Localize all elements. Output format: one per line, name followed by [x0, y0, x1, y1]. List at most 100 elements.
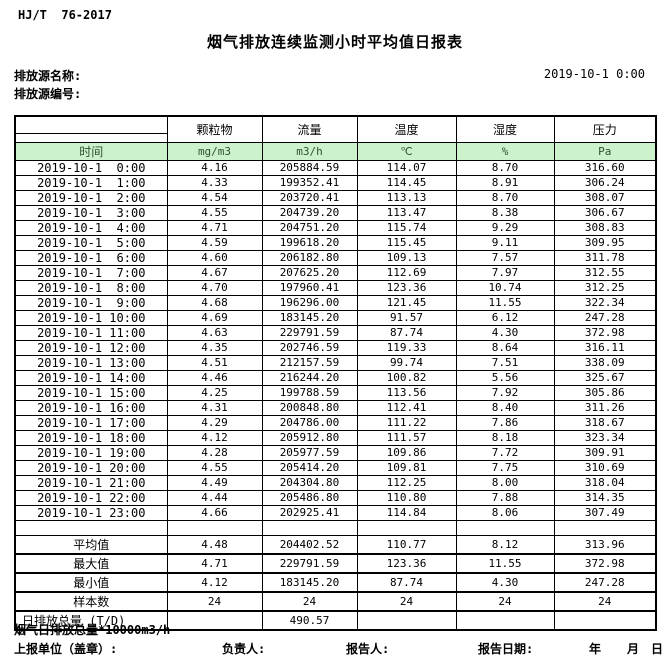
table-row: 2019-10-1 4:00 4.71 204751.20 115.74 9.29 308… — [14, 219, 657, 236]
value-cell: 4.60 — [166, 249, 263, 266]
table-row: 2019-10-1 18:00 4.12 205912.80 111.57 8.18 32… — [14, 429, 657, 446]
standard-code: HJ/T 76-2017 — [18, 8, 112, 22]
value-cell: 4.12 — [166, 429, 263, 446]
value-cell: 205884.59 — [261, 159, 358, 176]
value-cell: 110.77 — [356, 534, 457, 555]
value-cell: 312.25 — [553, 279, 657, 296]
value-cell: 7.92 — [455, 384, 555, 401]
value-cell: 4.12 — [166, 572, 263, 593]
time-header-spacer-bottom — [14, 132, 168, 143]
time-cell: 2019-10-1 12:00 — [14, 339, 168, 356]
value-cell — [166, 519, 263, 536]
value-cell: 11.55 — [455, 294, 555, 311]
value-cell: 7.97 — [455, 264, 555, 281]
value-cell: 229791.59 — [261, 324, 358, 341]
value-cell: 99.74 — [356, 354, 457, 371]
value-cell: 112.25 — [356, 474, 457, 491]
value-cell: 8.06 — [455, 504, 555, 521]
blank-row — [14, 519, 657, 536]
reporter-label: 报告人: — [346, 642, 390, 656]
value-cell: 183145.20 — [261, 309, 358, 326]
table-row: 2019-10-1 16:00 4.31 200848.80 112.41 8.40 31… — [14, 399, 657, 416]
table-row: 2019-10-1 17:00 4.29 204786.00 111.22 7.86 31… — [14, 414, 657, 431]
value-cell: 4.31 — [166, 399, 263, 416]
value-cell: 4.30 — [455, 324, 555, 341]
value-cell: 115.74 — [356, 219, 457, 236]
value-cell: 4.48 — [166, 534, 263, 555]
unit-flow: m3/h — [261, 141, 358, 161]
table-row: 2019-10-1 10:00 4.69 183145.20 91.57 6.12 247… — [14, 309, 657, 326]
value-cell: 91.57 — [356, 309, 457, 326]
value-cell: 4.29 — [166, 414, 263, 431]
value-cell: 4.49 — [166, 474, 263, 491]
value-cell: 9.11 — [455, 234, 555, 251]
value-cell: 4.63 — [166, 324, 263, 341]
value-cell: 11.55 — [455, 553, 555, 574]
value-cell: 4.30 — [455, 572, 555, 593]
value-cell: 8.18 — [455, 429, 555, 446]
value-cell: 204304.80 — [261, 474, 358, 491]
time-cell: 2019-10-1 4:00 — [14, 219, 168, 236]
table-row: 2019-10-1 11:00 4.63 229791.59 87.74 4.30 372… — [14, 324, 657, 341]
value-cell: 4.33 — [166, 174, 263, 191]
unit-humidity: % — [455, 141, 555, 161]
value-cell: 110.80 — [356, 489, 457, 506]
year-label: 年 — [589, 642, 602, 656]
value-cell: 100.82 — [356, 369, 457, 386]
summary-row: 最小值 4.12 183145.20 87.74 4.30 247.28 — [14, 572, 657, 593]
value-cell: 4.71 — [166, 219, 263, 236]
time-cell: 2019-10-1 9:00 — [14, 294, 168, 311]
report-title: 烟气排放连续监测小时平均值日报表 — [206, 33, 463, 51]
value-cell: 114.84 — [356, 504, 457, 521]
value-cell: 114.45 — [356, 174, 457, 191]
value-cell: 316.11 — [553, 339, 657, 356]
column-header-temperature: 温度 — [356, 115, 457, 143]
summary-row: 最大值 4.71 229791.59 123.36 11.55 372.98 — [14, 553, 657, 574]
value-cell: 199788.59 — [261, 384, 358, 401]
value-cell: 308.07 — [553, 189, 657, 206]
value-cell: 4.66 — [166, 504, 263, 521]
time-cell: 2019-10-1 19:00 — [14, 444, 168, 461]
value-cell: 322.34 — [553, 294, 657, 311]
value-cell: 206182.80 — [261, 249, 358, 266]
value-cell: 203720.41 — [261, 189, 358, 206]
report-datetime: 2019-10-1 0:00 — [543, 67, 645, 81]
table-row: 2019-10-1 7:00 4.67 207625.20 112.69 7.97 312… — [14, 264, 657, 281]
value-cell: 111.22 — [356, 414, 457, 431]
time-cell: 2019-10-1 10:00 — [14, 309, 168, 326]
time-cell: 2019-10-1 21:00 — [14, 474, 168, 491]
value-cell: 205977.59 — [261, 444, 358, 461]
value-cell: 325.67 — [553, 369, 657, 386]
value-cell: 308.83 — [553, 219, 657, 236]
report-date-label: 报告日期: — [478, 642, 534, 656]
value-cell: 205486.80 — [261, 489, 358, 506]
value-cell: 109.81 — [356, 459, 457, 476]
table-row: 2019-10-1 6:00 4.60 206182.80 109.13 7.57 311… — [14, 249, 657, 266]
source-code-label: 排放源编号: — [14, 87, 82, 101]
time-cell: 2019-10-1 16:00 — [14, 399, 168, 416]
time-cell: 2019-10-1 3:00 — [14, 204, 168, 221]
summary-label-cell: 最小值 — [14, 572, 168, 593]
summary-row: 日排放总量 (T/D) 490.57 — [14, 610, 657, 631]
monitoring-table: 颗粒物 流量 温度 湿度 压力 时间 mg/m3 m3/h ℃ % Pa 201… — [14, 115, 657, 631]
value-cell: 309.95 — [553, 234, 657, 251]
column-header-flow: 流量 — [261, 115, 358, 143]
report-unit-label: 上报单位（盖章）: — [14, 642, 118, 656]
value-cell: 7.51 — [455, 354, 555, 371]
value-cell: 114.07 — [356, 159, 457, 176]
value-cell: 123.36 — [356, 279, 457, 296]
value-cell: 338.09 — [553, 354, 657, 371]
value-cell: 306.67 — [553, 204, 657, 221]
value-cell: 196296.00 — [261, 294, 358, 311]
value-cell: 8.40 — [455, 399, 555, 416]
value-cell: 247.28 — [553, 309, 657, 326]
value-cell: 309.91 — [553, 444, 657, 461]
value-cell: 312.55 — [553, 264, 657, 281]
value-cell: 4.69 — [166, 309, 263, 326]
value-cell — [261, 519, 358, 536]
blank-cell — [14, 519, 168, 536]
summary-label-cell: 最大值 — [14, 553, 168, 574]
value-cell: 4.55 — [166, 204, 263, 221]
value-cell: 306.24 — [553, 174, 657, 191]
unit-temperature: ℃ — [356, 141, 457, 161]
